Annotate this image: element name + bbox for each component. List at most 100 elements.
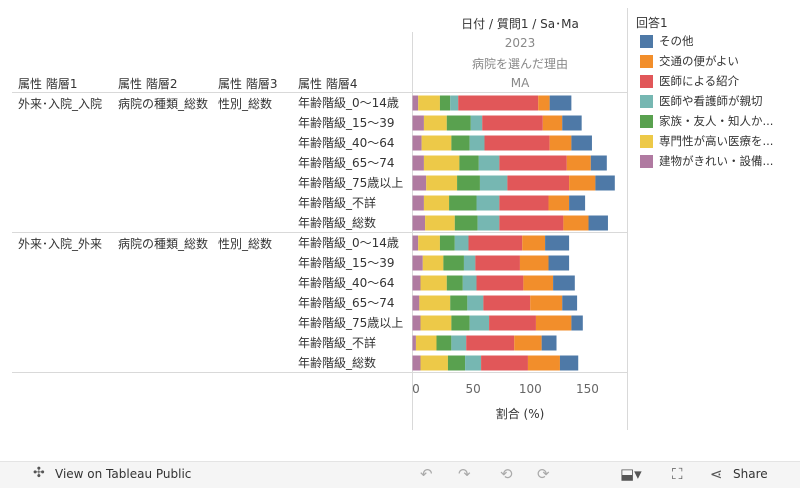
bar-segment[interactable] xyxy=(467,295,484,311)
download-icon[interactable]: ⬓▾ xyxy=(620,465,642,483)
bar-segment[interactable] xyxy=(562,295,578,311)
bar-segment[interactable] xyxy=(548,195,570,211)
bar-segment[interactable] xyxy=(481,355,528,371)
bar-segment[interactable] xyxy=(588,215,608,231)
bar-segment[interactable] xyxy=(514,335,542,351)
share-button[interactable]: Share xyxy=(733,467,768,481)
revert-icon[interactable]: ⟲ xyxy=(500,465,513,483)
bar-segment[interactable] xyxy=(468,235,523,251)
bar-segment[interactable] xyxy=(549,135,572,151)
bar-segment[interactable] xyxy=(420,315,452,331)
bar-segment[interactable] xyxy=(548,255,570,271)
bar-segment[interactable] xyxy=(412,335,416,351)
bar-segment[interactable] xyxy=(571,315,583,331)
bar-segment[interactable] xyxy=(451,135,470,151)
bar-segment[interactable] xyxy=(418,95,440,111)
attr1-header[interactable]: 属性 階層1 xyxy=(18,77,78,91)
bar-segment[interactable] xyxy=(446,115,471,131)
bar-segment[interactable] xyxy=(458,95,539,111)
bar-segment[interactable] xyxy=(476,275,524,291)
bar-segment[interactable] xyxy=(450,295,468,311)
bar-segment[interactable] xyxy=(421,135,452,151)
bar-segment[interactable] xyxy=(462,275,477,291)
bar-segment[interactable] xyxy=(483,295,531,311)
bar-segment[interactable] xyxy=(412,115,424,131)
bar-segment[interactable] xyxy=(571,135,592,151)
bar-segment[interactable] xyxy=(422,255,444,271)
bar-segment[interactable] xyxy=(459,155,479,171)
bar-segment[interactable] xyxy=(484,135,550,151)
bar-segment[interactable] xyxy=(478,155,500,171)
bar-segment[interactable] xyxy=(489,315,536,331)
bar-segment[interactable] xyxy=(470,115,483,131)
bar-segment[interactable] xyxy=(507,175,570,191)
bar-segment[interactable] xyxy=(451,335,467,351)
bar-segment[interactable] xyxy=(562,115,582,131)
bar-segment[interactable] xyxy=(412,275,421,291)
bar-segment[interactable] xyxy=(449,195,477,211)
bar-segment[interactable] xyxy=(466,335,515,351)
bar-segment[interactable] xyxy=(439,235,455,251)
bar-segment[interactable] xyxy=(542,115,563,131)
bar-segment[interactable] xyxy=(499,155,567,171)
legend-item[interactable]: 医師による紹介 xyxy=(640,73,739,89)
legend-item[interactable]: 建物がきれい・設備... xyxy=(640,153,773,169)
bar-segment[interactable] xyxy=(412,175,427,191)
bar-segment[interactable] xyxy=(499,215,564,231)
undo-icon[interactable]: ↶ xyxy=(420,465,433,483)
bar-segment[interactable] xyxy=(420,355,448,371)
bar-segment[interactable] xyxy=(519,255,549,271)
attr2-header[interactable]: 属性 階層2 xyxy=(118,77,178,91)
bar-segment[interactable] xyxy=(465,355,482,371)
bar-segment[interactable] xyxy=(419,295,451,311)
bar-segment[interactable] xyxy=(469,315,490,331)
bar-segment[interactable] xyxy=(569,175,596,191)
fullscreen-icon[interactable]: ⛶ xyxy=(672,465,683,483)
bar-segment[interactable] xyxy=(446,275,463,291)
bar-segment[interactable] xyxy=(415,335,437,351)
bar-segment[interactable] xyxy=(522,235,546,251)
bar-segment[interactable] xyxy=(412,355,421,371)
bar-segment[interactable] xyxy=(457,175,480,191)
bar-segment[interactable] xyxy=(549,95,572,111)
bar-segment[interactable] xyxy=(425,215,455,231)
bar-segment[interactable] xyxy=(412,255,423,271)
bar-segment[interactable] xyxy=(463,255,476,271)
bar-segment[interactable] xyxy=(553,275,575,291)
bar-segment[interactable] xyxy=(412,95,419,111)
bar-segment[interactable] xyxy=(420,275,447,291)
legend-item[interactable]: 専門性が高い医療を... xyxy=(640,133,773,149)
legend-item[interactable]: 家族・友人・知人か... xyxy=(640,113,773,129)
bar-segment[interactable] xyxy=(545,235,570,251)
bar-segment[interactable] xyxy=(538,95,550,111)
bar-segment[interactable] xyxy=(535,315,572,331)
bar-segment[interactable] xyxy=(426,175,458,191)
bar-segment[interactable] xyxy=(412,315,421,331)
bar-segment[interactable] xyxy=(499,195,549,211)
bar-segment[interactable] xyxy=(566,155,591,171)
legend-item[interactable]: 交通の便がよい xyxy=(640,53,739,69)
bar-segment[interactable] xyxy=(443,255,464,271)
bar-segment[interactable] xyxy=(412,155,424,171)
bar-segment[interactable] xyxy=(423,115,447,131)
bar-segment[interactable] xyxy=(412,295,420,311)
bar-segment[interactable] xyxy=(439,95,451,111)
view-on-tableau-link[interactable]: View on Tableau Public xyxy=(55,467,192,481)
bar-segment[interactable] xyxy=(523,275,554,291)
refresh-icon[interactable]: ⟳ xyxy=(537,465,550,483)
bar-segment[interactable] xyxy=(436,335,452,351)
bar-segment[interactable] xyxy=(451,315,470,331)
bar-segment[interactable] xyxy=(527,355,560,371)
bar-segment[interactable] xyxy=(530,295,563,311)
bar-segment[interactable] xyxy=(569,195,586,211)
bar-segment[interactable] xyxy=(412,215,426,231)
attr4-header[interactable]: 属性 階層4 xyxy=(298,77,358,91)
bar-segment[interactable] xyxy=(454,215,478,231)
bar-segment[interactable] xyxy=(590,155,607,171)
bar-segment[interactable] xyxy=(476,195,500,211)
share-icon[interactable]: ⋖ xyxy=(710,465,723,483)
bar-segment[interactable] xyxy=(469,135,485,151)
bar-segment[interactable] xyxy=(447,355,466,371)
bar-segment[interactable] xyxy=(563,215,589,231)
bar-segment[interactable] xyxy=(454,235,469,251)
